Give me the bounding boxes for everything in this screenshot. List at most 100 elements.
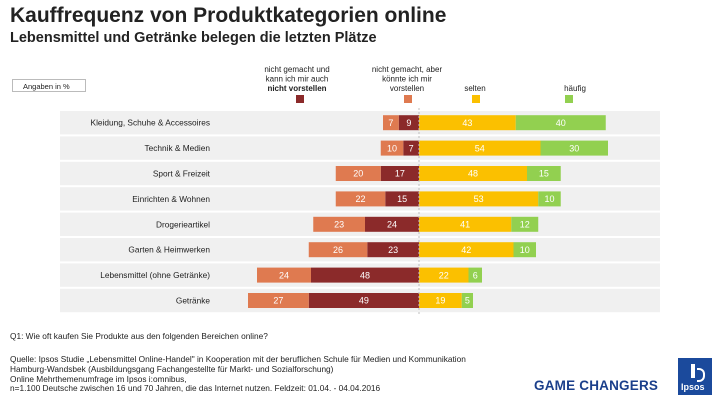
bar-value-label: 6	[473, 270, 478, 280]
source-line: Hamburg-Wandsbek (Ausbildungsgang Fachan…	[10, 363, 334, 374]
bar-segment	[380, 166, 419, 181]
bar-value-label: 23	[388, 245, 398, 255]
bar-value-label: 15	[539, 169, 549, 179]
chart-row: Garten & Heimwerken 23 26 42 10	[60, 238, 660, 262]
bar-segment	[419, 140, 541, 156]
bar-segment	[515, 115, 606, 131]
bar-value-label: 54	[475, 143, 485, 153]
bar-value-label: 5	[465, 296, 470, 306]
bar-segment	[335, 166, 381, 181]
source-line: Online Mehrthemenumfrage im Ipsos i:omni…	[10, 373, 187, 384]
bar-segment	[540, 140, 608, 156]
bar-segment	[383, 115, 399, 131]
source-line: n=1.100 Deutsche zwischen 16 und 70 Jahr…	[10, 383, 381, 394]
bar-value-label: 26	[333, 245, 343, 255]
legend-label: nicht gemacht und	[264, 65, 329, 74]
unit-label: Angaben in %	[12, 79, 86, 92]
source-note: Quelle: Ipsos Studie „Lebensmittel Onlin…	[10, 354, 466, 394]
legend-label: nicht vorstellen	[267, 84, 326, 93]
bar-value-label: 22	[355, 194, 365, 204]
chart-title: Kauffrequenz von Produktkategorien onlin…	[10, 4, 447, 27]
legend-label: selten	[464, 84, 485, 93]
bar-segment	[365, 216, 419, 232]
bar-value-label: 10	[520, 245, 530, 255]
legend-swatch	[565, 95, 573, 103]
category-label: Getränke	[176, 296, 211, 306]
category-label: Lebensmittel (ohne Getränke)	[100, 270, 210, 280]
bar-value-label: 40	[556, 118, 566, 128]
bar-value-label: 22	[439, 270, 449, 280]
bar-segment	[419, 216, 512, 232]
bar-segment	[403, 140, 419, 156]
logo-text: Ipsos	[681, 382, 705, 392]
bar-value-label: 20	[353, 169, 363, 179]
bar-value-label: 48	[360, 270, 370, 280]
legend-swatch	[472, 95, 480, 103]
chart-subtitle: Lebensmittel und Getränke belegen die le…	[10, 30, 377, 46]
chart-row: Kleidung, Schuhe & Accessoires 9 7 43 40	[60, 111, 660, 135]
bar-segment	[335, 191, 386, 207]
legend-entry: selten	[464, 84, 486, 103]
bar-segment	[367, 242, 419, 258]
bar-segment	[380, 140, 404, 156]
bar-value-label: 41	[460, 220, 470, 230]
bar-value-label: 24	[387, 220, 397, 230]
bar-segment	[419, 267, 469, 283]
chart-row: Getränke 49 27 19 5	[60, 288, 660, 313]
bar-segment	[468, 267, 482, 283]
bar-value-label: 23	[334, 220, 344, 230]
category-label: Technik & Medien	[145, 143, 211, 153]
bar-value-label: 48	[468, 169, 478, 179]
bar-segment	[248, 293, 309, 308]
bar-value-label: 9	[406, 118, 411, 128]
bar-value-label: 43	[462, 118, 472, 128]
bar-value-label: 7	[409, 143, 414, 153]
legend-label: vorstellen	[390, 84, 424, 93]
legend-swatch	[404, 95, 412, 103]
legend-label: kann ich mir auch	[266, 75, 329, 84]
chart-row: Sport & Freizeit 17 20 48 15	[60, 161, 660, 186]
bar-value-label: 53	[474, 194, 484, 204]
chart-rows: Kleidung, Schuhe & Accessoires 9 7 43 40 Tech…	[60, 108, 660, 316]
bar-value-label: 17	[395, 169, 405, 179]
chart-row: Technik & Medien 7 10 54 30	[60, 136, 660, 160]
bar-value-label: 12	[520, 220, 530, 230]
bar-value-label: 10	[544, 194, 554, 204]
bar-value-label: 49	[359, 296, 369, 306]
bar-value-label: 24	[279, 270, 289, 280]
chart-row: Drogerieartikel 24 23 41 12	[60, 212, 660, 236]
question-text: Q1: Wie oft kaufen Sie Produkte aus den …	[10, 331, 268, 341]
bar-value-label: 30	[569, 143, 579, 153]
legend-label: häufig	[564, 84, 586, 93]
bar-segment	[527, 166, 561, 181]
bar-value-label: 19	[435, 296, 445, 306]
category-label: Kleidung, Schuhe & Accessoires	[91, 118, 210, 128]
legend-swatch	[296, 95, 304, 103]
bar-segment	[538, 191, 561, 207]
legend-entry: häufig	[564, 84, 586, 103]
bar-segment	[398, 115, 419, 131]
bar-segment	[513, 242, 536, 258]
bar-segment	[308, 293, 419, 308]
bar-segment	[511, 216, 539, 232]
bar-segment	[313, 216, 365, 232]
bar-segment	[308, 242, 368, 258]
bar-segment	[419, 242, 514, 258]
source-line: Quelle: Ipsos Studie „Lebensmittel Onlin…	[10, 354, 466, 364]
bar-segment	[461, 293, 473, 308]
bar-value-label: 7	[388, 118, 393, 128]
bar-segment	[419, 115, 516, 131]
tagline: GAME CHANGERS	[534, 378, 659, 393]
legend-label: nicht gemacht, aber	[372, 65, 443, 74]
bar-value-label: 10	[387, 143, 397, 153]
ipsos-logo: Ipsos	[678, 358, 712, 395]
chart-row: Lebensmittel (ohne Getränke) 48 24 22 6	[60, 263, 660, 287]
category-label: Drogerieartikel	[156, 219, 210, 229]
bar-segment	[385, 191, 419, 207]
bar-segment	[419, 191, 539, 207]
category-label: Sport & Freizeit	[153, 169, 211, 179]
category-label: Garten & Heimwerken	[128, 245, 210, 255]
bar-segment	[311, 267, 419, 283]
